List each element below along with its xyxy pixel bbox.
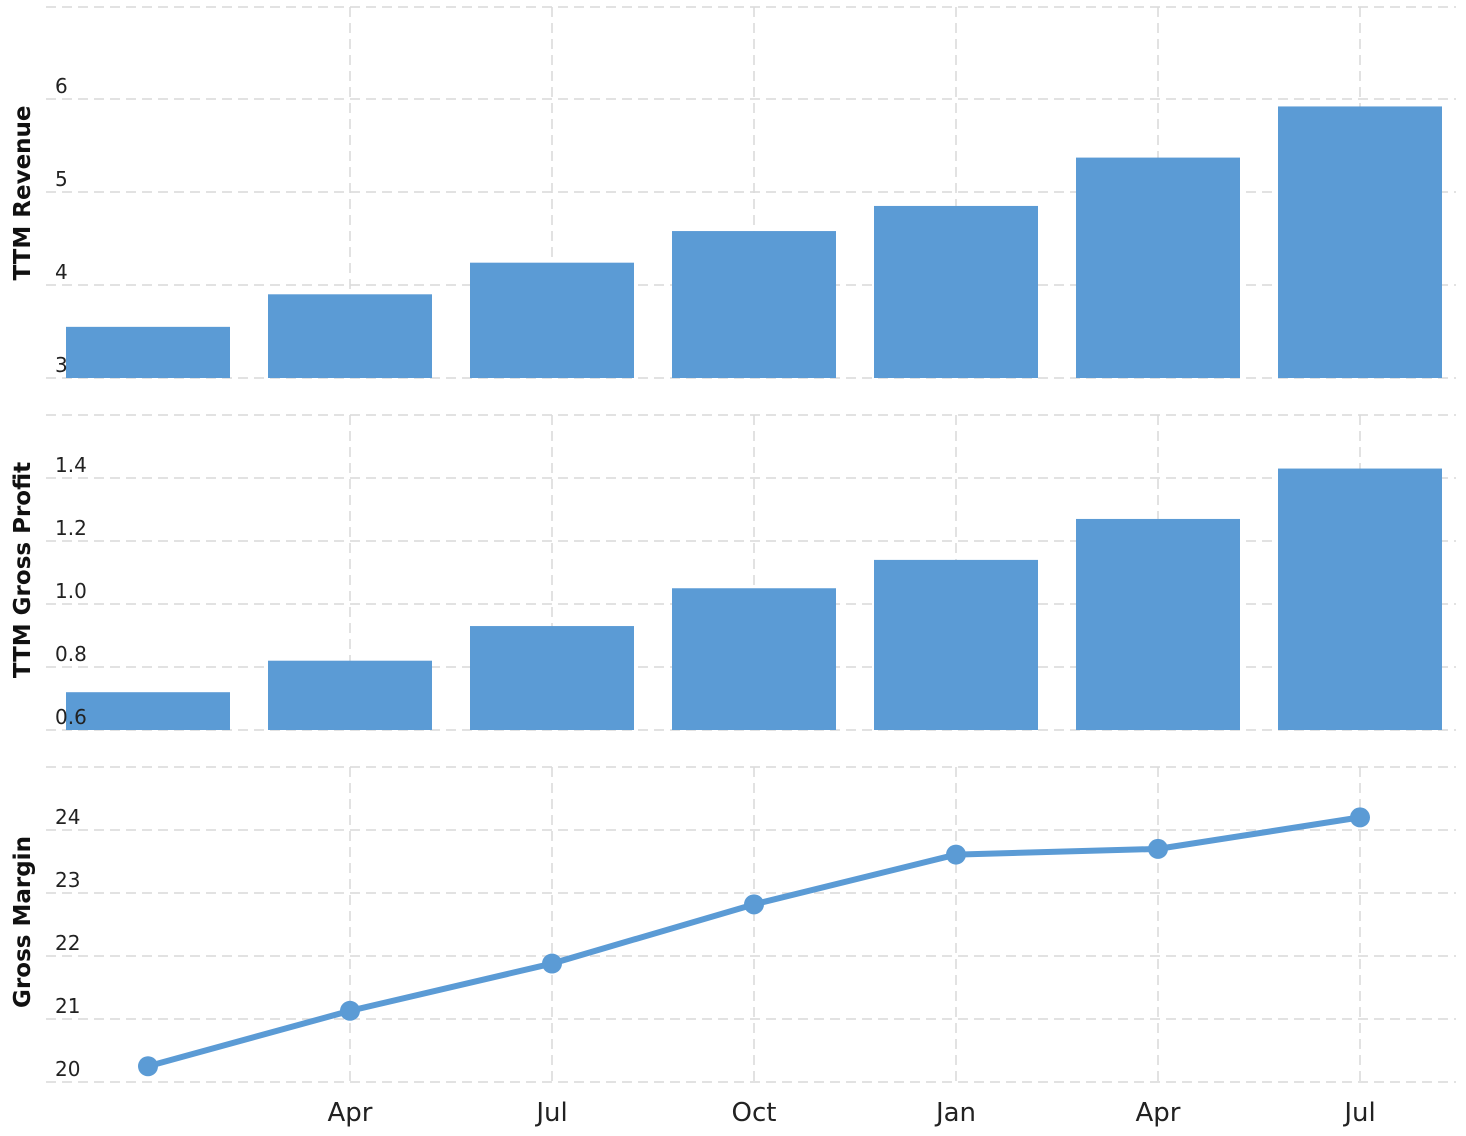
y-tick-label: 24 <box>55 805 80 829</box>
gross-margin-panel: 20 21 22 23 24 Gross Margin <box>10 766 1456 1083</box>
data-point <box>340 1000 360 1021</box>
x-tick-label: Apr <box>328 1098 373 1128</box>
bar <box>672 588 836 730</box>
x-tick-label: Apr <box>1136 1098 1181 1128</box>
y-tick-label: 22 <box>55 931 80 955</box>
gross-profit-panel: 0.6 0.8 1.0 1.2 1.4 TTM Gross Profit <box>10 414 1456 731</box>
x-axis: Apr Jul Oct Jan Apr Jul <box>328 1098 1376 1128</box>
y-tick-label: 4 <box>55 260 68 284</box>
bar <box>672 231 836 378</box>
y-tick-label: 6 <box>55 74 68 98</box>
bar <box>1076 157 1240 378</box>
bar <box>268 660 432 730</box>
data-point <box>744 894 764 915</box>
data-point <box>138 1056 158 1077</box>
data-point <box>1148 838 1168 859</box>
data-point <box>946 844 966 865</box>
bar <box>66 326 230 378</box>
y-tick-label: 20 <box>55 1057 80 1081</box>
y-tick-label: 0.6 <box>55 705 87 729</box>
bar <box>1076 518 1240 730</box>
y-tick-label: 5 <box>55 167 68 191</box>
x-tick-label: Jul <box>1342 1098 1375 1128</box>
bar <box>66 692 230 730</box>
y-tick-label: 0.8 <box>55 642 87 666</box>
y-tick-label: 1.0 <box>55 579 87 603</box>
y-tick-label: 1.2 <box>55 516 87 540</box>
x-tick-label: Jan <box>934 1098 976 1128</box>
y-axis-label: Gross Margin <box>10 836 36 1008</box>
bar <box>874 205 1038 378</box>
bar <box>874 559 1038 730</box>
bar <box>1278 106 1442 378</box>
data-point <box>1350 807 1370 828</box>
y-axis-label: TTM Gross Profit <box>10 462 36 678</box>
y-axis-label: TTM Revenue <box>10 105 36 280</box>
bar <box>1278 468 1442 730</box>
x-tick-label: Jul <box>534 1098 567 1128</box>
data-point <box>542 953 562 974</box>
revenue-panel: 3 4 5 6 TTM Revenue <box>10 6 1456 379</box>
x-tick-label: Oct <box>732 1098 777 1128</box>
bar <box>268 294 432 378</box>
y-tick-label: 23 <box>55 868 80 892</box>
bar <box>470 626 634 730</box>
y-tick-label: 21 <box>55 994 80 1018</box>
y-tick-label: 3 <box>55 353 68 377</box>
y-tick-label: 1.4 <box>55 453 87 477</box>
bar <box>470 262 634 378</box>
